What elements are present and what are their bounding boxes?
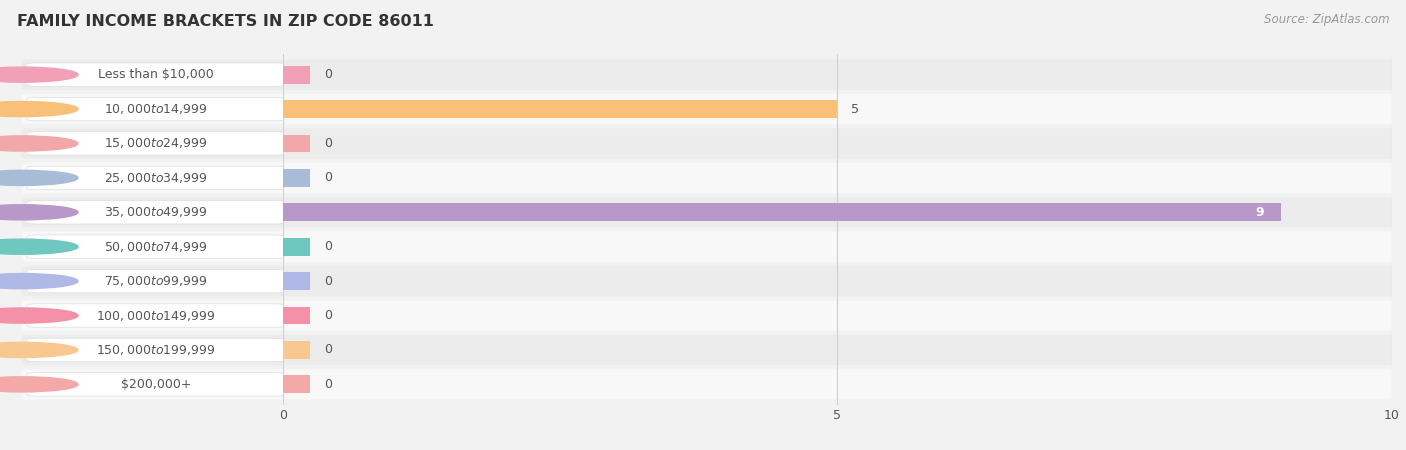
FancyBboxPatch shape — [27, 338, 285, 362]
Bar — [283, 100, 838, 118]
Text: FAMILY INCOME BRACKETS IN ZIP CODE 86011: FAMILY INCOME BRACKETS IN ZIP CODE 86011 — [17, 14, 433, 28]
FancyBboxPatch shape — [27, 304, 285, 327]
FancyBboxPatch shape — [280, 197, 1395, 227]
FancyBboxPatch shape — [280, 163, 1395, 193]
Text: 0: 0 — [323, 137, 332, 150]
FancyBboxPatch shape — [21, 335, 288, 365]
Text: 0: 0 — [323, 240, 332, 253]
FancyBboxPatch shape — [21, 59, 288, 90]
Bar — [283, 66, 311, 84]
FancyBboxPatch shape — [21, 232, 288, 262]
Circle shape — [0, 102, 77, 117]
Bar — [283, 375, 311, 393]
Bar — [283, 272, 311, 290]
FancyBboxPatch shape — [280, 94, 1395, 124]
FancyBboxPatch shape — [280, 59, 1395, 90]
FancyBboxPatch shape — [27, 373, 285, 396]
Text: 5: 5 — [851, 103, 859, 116]
FancyBboxPatch shape — [280, 232, 1395, 262]
Text: $50,000 to $74,999: $50,000 to $74,999 — [104, 240, 208, 254]
Bar — [283, 169, 311, 187]
Circle shape — [0, 342, 77, 357]
Bar — [283, 341, 311, 359]
Bar — [283, 238, 311, 256]
Text: 0: 0 — [323, 309, 332, 322]
Circle shape — [0, 377, 77, 392]
Text: 0: 0 — [323, 378, 332, 391]
Text: 9: 9 — [1256, 206, 1264, 219]
Text: Source: ZipAtlas.com: Source: ZipAtlas.com — [1264, 14, 1389, 27]
FancyBboxPatch shape — [21, 163, 288, 193]
FancyBboxPatch shape — [27, 97, 285, 121]
FancyBboxPatch shape — [21, 301, 288, 331]
Circle shape — [0, 170, 77, 185]
Text: $10,000 to $14,999: $10,000 to $14,999 — [104, 102, 208, 116]
FancyBboxPatch shape — [280, 335, 1395, 365]
Circle shape — [0, 205, 77, 220]
Text: 0: 0 — [323, 343, 332, 356]
FancyBboxPatch shape — [280, 369, 1395, 400]
FancyBboxPatch shape — [27, 132, 285, 155]
Text: $200,000+: $200,000+ — [121, 378, 191, 391]
FancyBboxPatch shape — [21, 266, 288, 296]
Text: $25,000 to $34,999: $25,000 to $34,999 — [104, 171, 208, 185]
Bar — [283, 203, 1281, 221]
Circle shape — [0, 308, 77, 323]
FancyBboxPatch shape — [21, 369, 288, 400]
Text: $100,000 to $149,999: $100,000 to $149,999 — [97, 309, 215, 323]
Text: $150,000 to $199,999: $150,000 to $199,999 — [97, 343, 215, 357]
Text: $75,000 to $99,999: $75,000 to $99,999 — [104, 274, 208, 288]
Circle shape — [0, 239, 77, 254]
Text: Less than $10,000: Less than $10,000 — [98, 68, 214, 81]
FancyBboxPatch shape — [280, 128, 1395, 158]
FancyBboxPatch shape — [27, 166, 285, 189]
Bar — [283, 306, 311, 324]
Text: 0: 0 — [323, 171, 332, 184]
FancyBboxPatch shape — [21, 128, 288, 158]
FancyBboxPatch shape — [280, 266, 1395, 296]
Bar — [283, 135, 311, 153]
Circle shape — [0, 136, 77, 151]
FancyBboxPatch shape — [21, 94, 288, 124]
Circle shape — [0, 67, 77, 82]
FancyBboxPatch shape — [27, 63, 285, 86]
Text: $35,000 to $49,999: $35,000 to $49,999 — [104, 205, 208, 219]
FancyBboxPatch shape — [27, 201, 285, 224]
FancyBboxPatch shape — [280, 301, 1395, 331]
FancyBboxPatch shape — [27, 235, 285, 258]
Text: 0: 0 — [323, 274, 332, 288]
FancyBboxPatch shape — [27, 270, 285, 293]
Text: 0: 0 — [323, 68, 332, 81]
FancyBboxPatch shape — [21, 197, 288, 227]
Text: $15,000 to $24,999: $15,000 to $24,999 — [104, 136, 208, 150]
Circle shape — [0, 274, 77, 289]
